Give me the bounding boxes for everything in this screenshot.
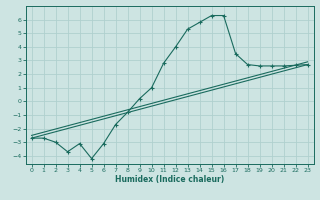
X-axis label: Humidex (Indice chaleur): Humidex (Indice chaleur) (115, 175, 224, 184)
